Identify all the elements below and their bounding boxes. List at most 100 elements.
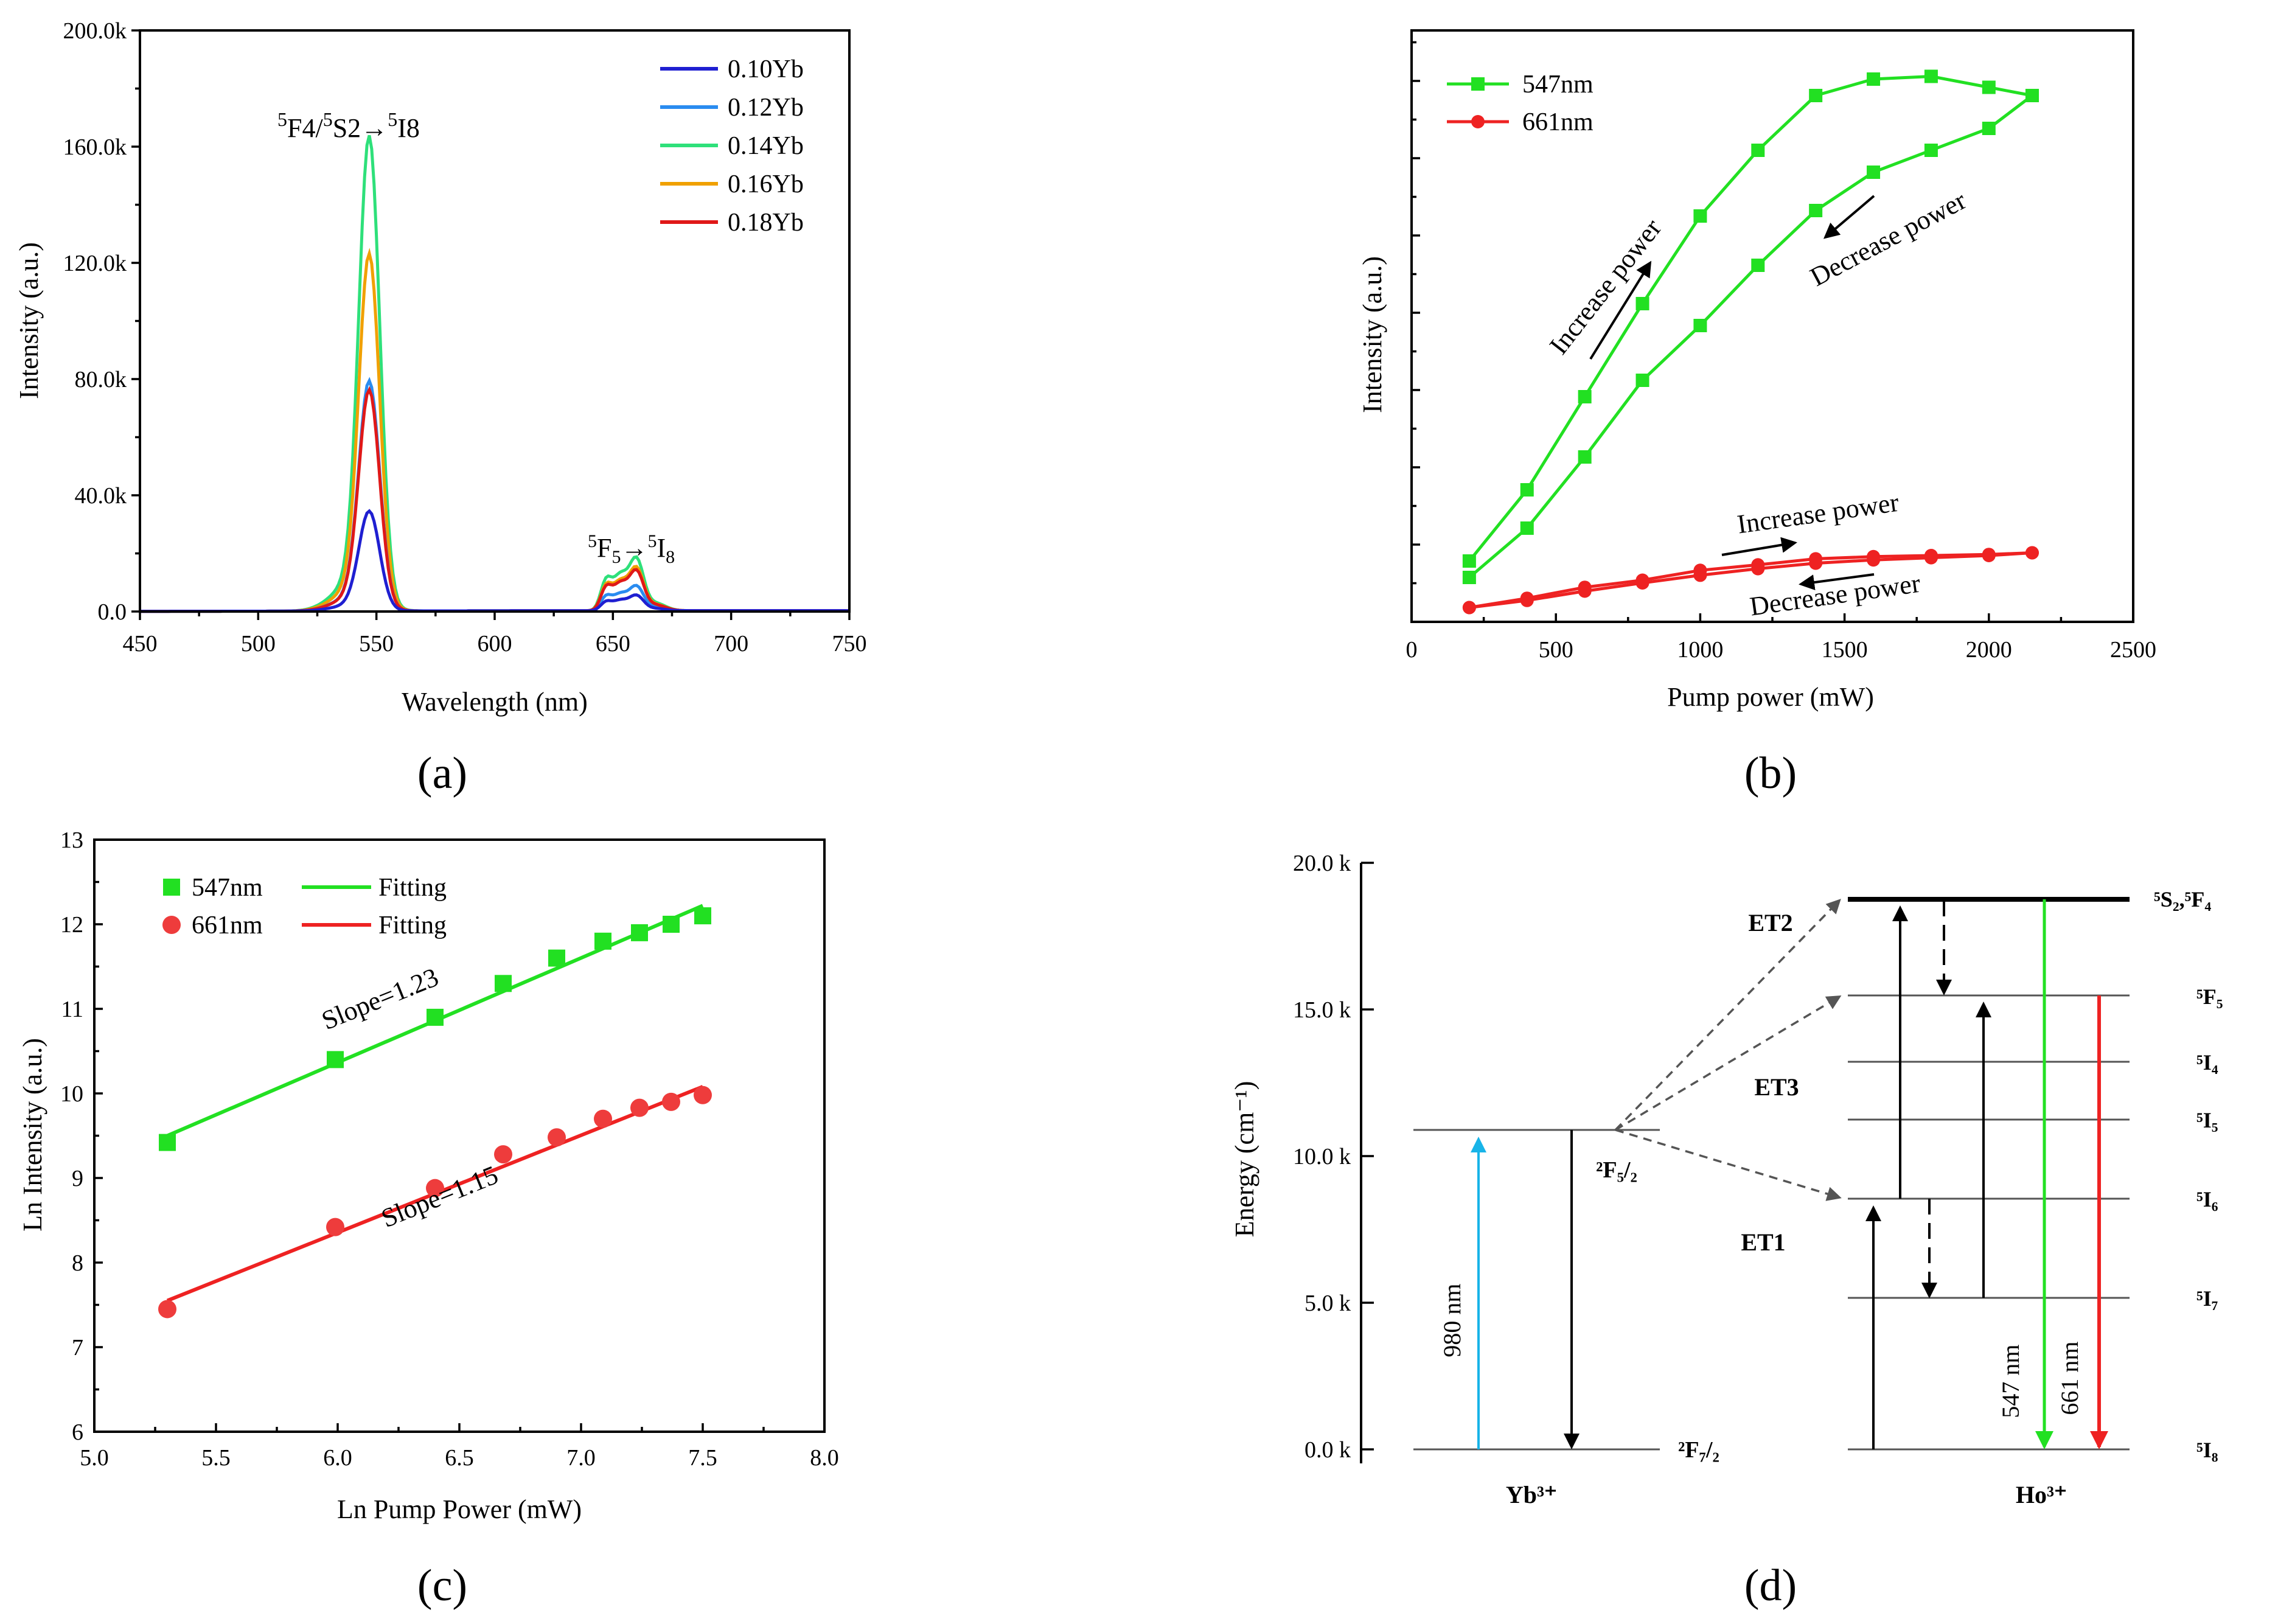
c-point-547 xyxy=(694,907,711,925)
d-et2-arrow xyxy=(1614,899,1841,1131)
d-et1-label: ET1 xyxy=(1741,1228,1785,1256)
d-y-tick-label: 0.0 k xyxy=(1304,1437,1351,1463)
b-point-661 xyxy=(1520,593,1534,607)
b-legend-marker-547nm xyxy=(1471,77,1485,91)
c-point-661 xyxy=(694,1086,712,1104)
d-y-tick-label: 10.0 k xyxy=(1293,1144,1351,1169)
d-ho-level-label-5i7: ⁵I₇ xyxy=(2196,1286,2218,1311)
caption-d: (d) xyxy=(1744,1561,1797,1611)
caption-b: (b) xyxy=(1744,748,1797,798)
b-point-661 xyxy=(1867,553,1881,567)
b-x-ticks: 0 500 1000 1500 2000 2500 xyxy=(1406,613,2156,663)
b-x-tick-label: 0 xyxy=(1406,637,1418,663)
b-point-661 xyxy=(1578,584,1592,598)
a-y-tick-label: 40.0k xyxy=(75,483,127,509)
b-point-547 xyxy=(1693,209,1707,223)
c-point-547 xyxy=(495,975,512,992)
c-x-tick-label: 6.5 xyxy=(445,1445,474,1471)
a-series-0.18Yb xyxy=(140,386,849,613)
b-point-661 xyxy=(1462,601,1476,615)
a-legend-label-0.16Yb: 0.16Yb xyxy=(728,170,804,198)
d-ho-level-label-5f5: ⁵F₅ xyxy=(2196,985,2223,1009)
c-legend-547: 547nm xyxy=(192,874,263,902)
b-point-547 xyxy=(1809,204,1823,217)
b-legend: 547nm 661nm xyxy=(1447,71,1594,136)
a-legend-label-0.12Yb: 0.12Yb xyxy=(728,94,804,122)
d-ho-level-label-5i8: ⁵I₈ xyxy=(2196,1438,2218,1462)
c-x-tick-label: 8.0 xyxy=(810,1445,839,1471)
d-et2-label: ET2 xyxy=(1748,909,1792,936)
b-legend-label-661nm: 661nm xyxy=(1522,108,1594,136)
c-y-axis-label: Ln Intensity (a.u.) xyxy=(18,1038,47,1232)
b-point-661 xyxy=(2025,546,2039,560)
b-point-547 xyxy=(1520,483,1534,497)
d-et3-arrow xyxy=(1615,995,1842,1131)
c-point-547 xyxy=(548,949,565,967)
c-point-547 xyxy=(594,932,611,950)
a-series-group xyxy=(140,134,849,613)
a-x-tick-label: 700 xyxy=(714,631,748,657)
c-legend-fit1: Fitting xyxy=(378,874,447,902)
b-y-axis-label: Intensity (a.u.) xyxy=(1357,256,1387,413)
c-point-547 xyxy=(327,1051,344,1068)
b-point-661 xyxy=(1751,562,1765,576)
d-y-ticks: 0.0 k 5.0 k 10.0 k 15.0 k 20.0 k xyxy=(1293,851,1374,1463)
a-y-ticks: 0.0 40.0k 80.0k 120.0k 160.0k 200.0k xyxy=(63,18,140,625)
b-decrease-arrow-547 xyxy=(1823,195,1875,239)
c-point-547 xyxy=(663,916,680,933)
b-x-tick-label: 500 xyxy=(1539,637,1573,663)
a-series-0.14Yb xyxy=(140,134,849,613)
b-y-ticks xyxy=(1412,41,1420,623)
b-x-tick-label: 1500 xyxy=(1822,637,1868,663)
b-point-547 xyxy=(1982,80,1996,94)
b-x-axis-label: Pump power (mW) xyxy=(1667,682,1874,712)
a-peak-label-text: 5F4/5S2→5I8 5F5→5I8 xyxy=(0,0,6,1)
b-increase-power-661: Increase power xyxy=(1735,487,1901,540)
d-et3-label: ET3 xyxy=(1754,1073,1799,1101)
b-point-547 xyxy=(1924,144,1938,157)
a-y-tick-label: 0.0 xyxy=(98,599,127,625)
b-point-661 xyxy=(1693,568,1707,582)
a-legend: 0.10Yb 0.12Yb 0.14Yb 0.16Yb 0.18Yb xyxy=(660,55,804,237)
c-y-ticks: 6 7 8 9 10 11 12 13 xyxy=(60,828,103,1445)
a-legend-label-0.10Yb: 0.10Yb xyxy=(728,55,804,83)
b-series-line xyxy=(1468,74,2033,562)
a-legend-label-0.14Yb: 0.14Yb xyxy=(728,132,804,160)
c-point-661 xyxy=(426,1179,444,1197)
c-x-axis-label: Ln Pump Power (mW) xyxy=(337,1494,582,1524)
a-x-axis-label: Wavelength (nm) xyxy=(402,687,588,717)
b-point-661 xyxy=(1635,576,1649,590)
a-series-0.12Yb xyxy=(140,377,849,613)
a-y-tick-label: 80.0k xyxy=(75,367,127,392)
a-legend-label-0.18Yb: 0.18Yb xyxy=(728,209,804,237)
d-y-tick-label: 15.0 k xyxy=(1293,997,1351,1023)
c-point-661 xyxy=(158,1300,176,1319)
a-x-tick-label: 550 xyxy=(359,631,394,657)
b-decrease-power-661: Decrease power xyxy=(1748,568,1923,622)
c-point-661 xyxy=(494,1145,512,1164)
b-point-547 xyxy=(1635,374,1649,387)
panel-b: 0 500 1000 1500 2000 2500 Pump power (mW) Int… xyxy=(1357,29,2156,798)
b-x-tick-label: 1000 xyxy=(1677,637,1723,663)
c-slope-661: Slope=1.15 xyxy=(377,1160,503,1233)
c-series-group xyxy=(158,904,712,1319)
b-point-547 xyxy=(1809,89,1823,102)
c-y-tick-label: 11 xyxy=(61,997,83,1022)
panel-c: 5.0 5.5 6.0 6.5 7.0 7.5 8.0 6 7 8 9 10 11 12 13 Ln Pu… xyxy=(18,828,839,1611)
d-ho-level-label-5i5: ⁵I₅ xyxy=(2196,1108,2218,1132)
a-peak2-label: 5F5→5I8 xyxy=(588,531,675,567)
c-legend-fit2: Fitting xyxy=(378,911,447,939)
b-legend-marker-661nm xyxy=(1471,115,1485,128)
c-y-tick-label: 13 xyxy=(60,828,83,853)
d-ho-level-label-5i6: ⁵I₆ xyxy=(2196,1187,2218,1211)
c-point-547 xyxy=(427,1008,444,1026)
c-legend-547-marker xyxy=(163,879,180,896)
c-x-tick-label: 5.0 xyxy=(80,1445,109,1471)
d-yb-label: Yb³⁺ xyxy=(1506,1481,1557,1508)
d-ho-level-label-5s2: ⁵S₂,⁵F₄ xyxy=(2154,887,2211,911)
b-point-547 xyxy=(1578,450,1592,464)
b-point-547 xyxy=(1462,571,1476,584)
c-x-tick-label: 7.5 xyxy=(688,1445,717,1471)
a-x-tick-label: 650 xyxy=(596,631,630,657)
d-y-tick-label: 5.0 k xyxy=(1304,1291,1351,1316)
